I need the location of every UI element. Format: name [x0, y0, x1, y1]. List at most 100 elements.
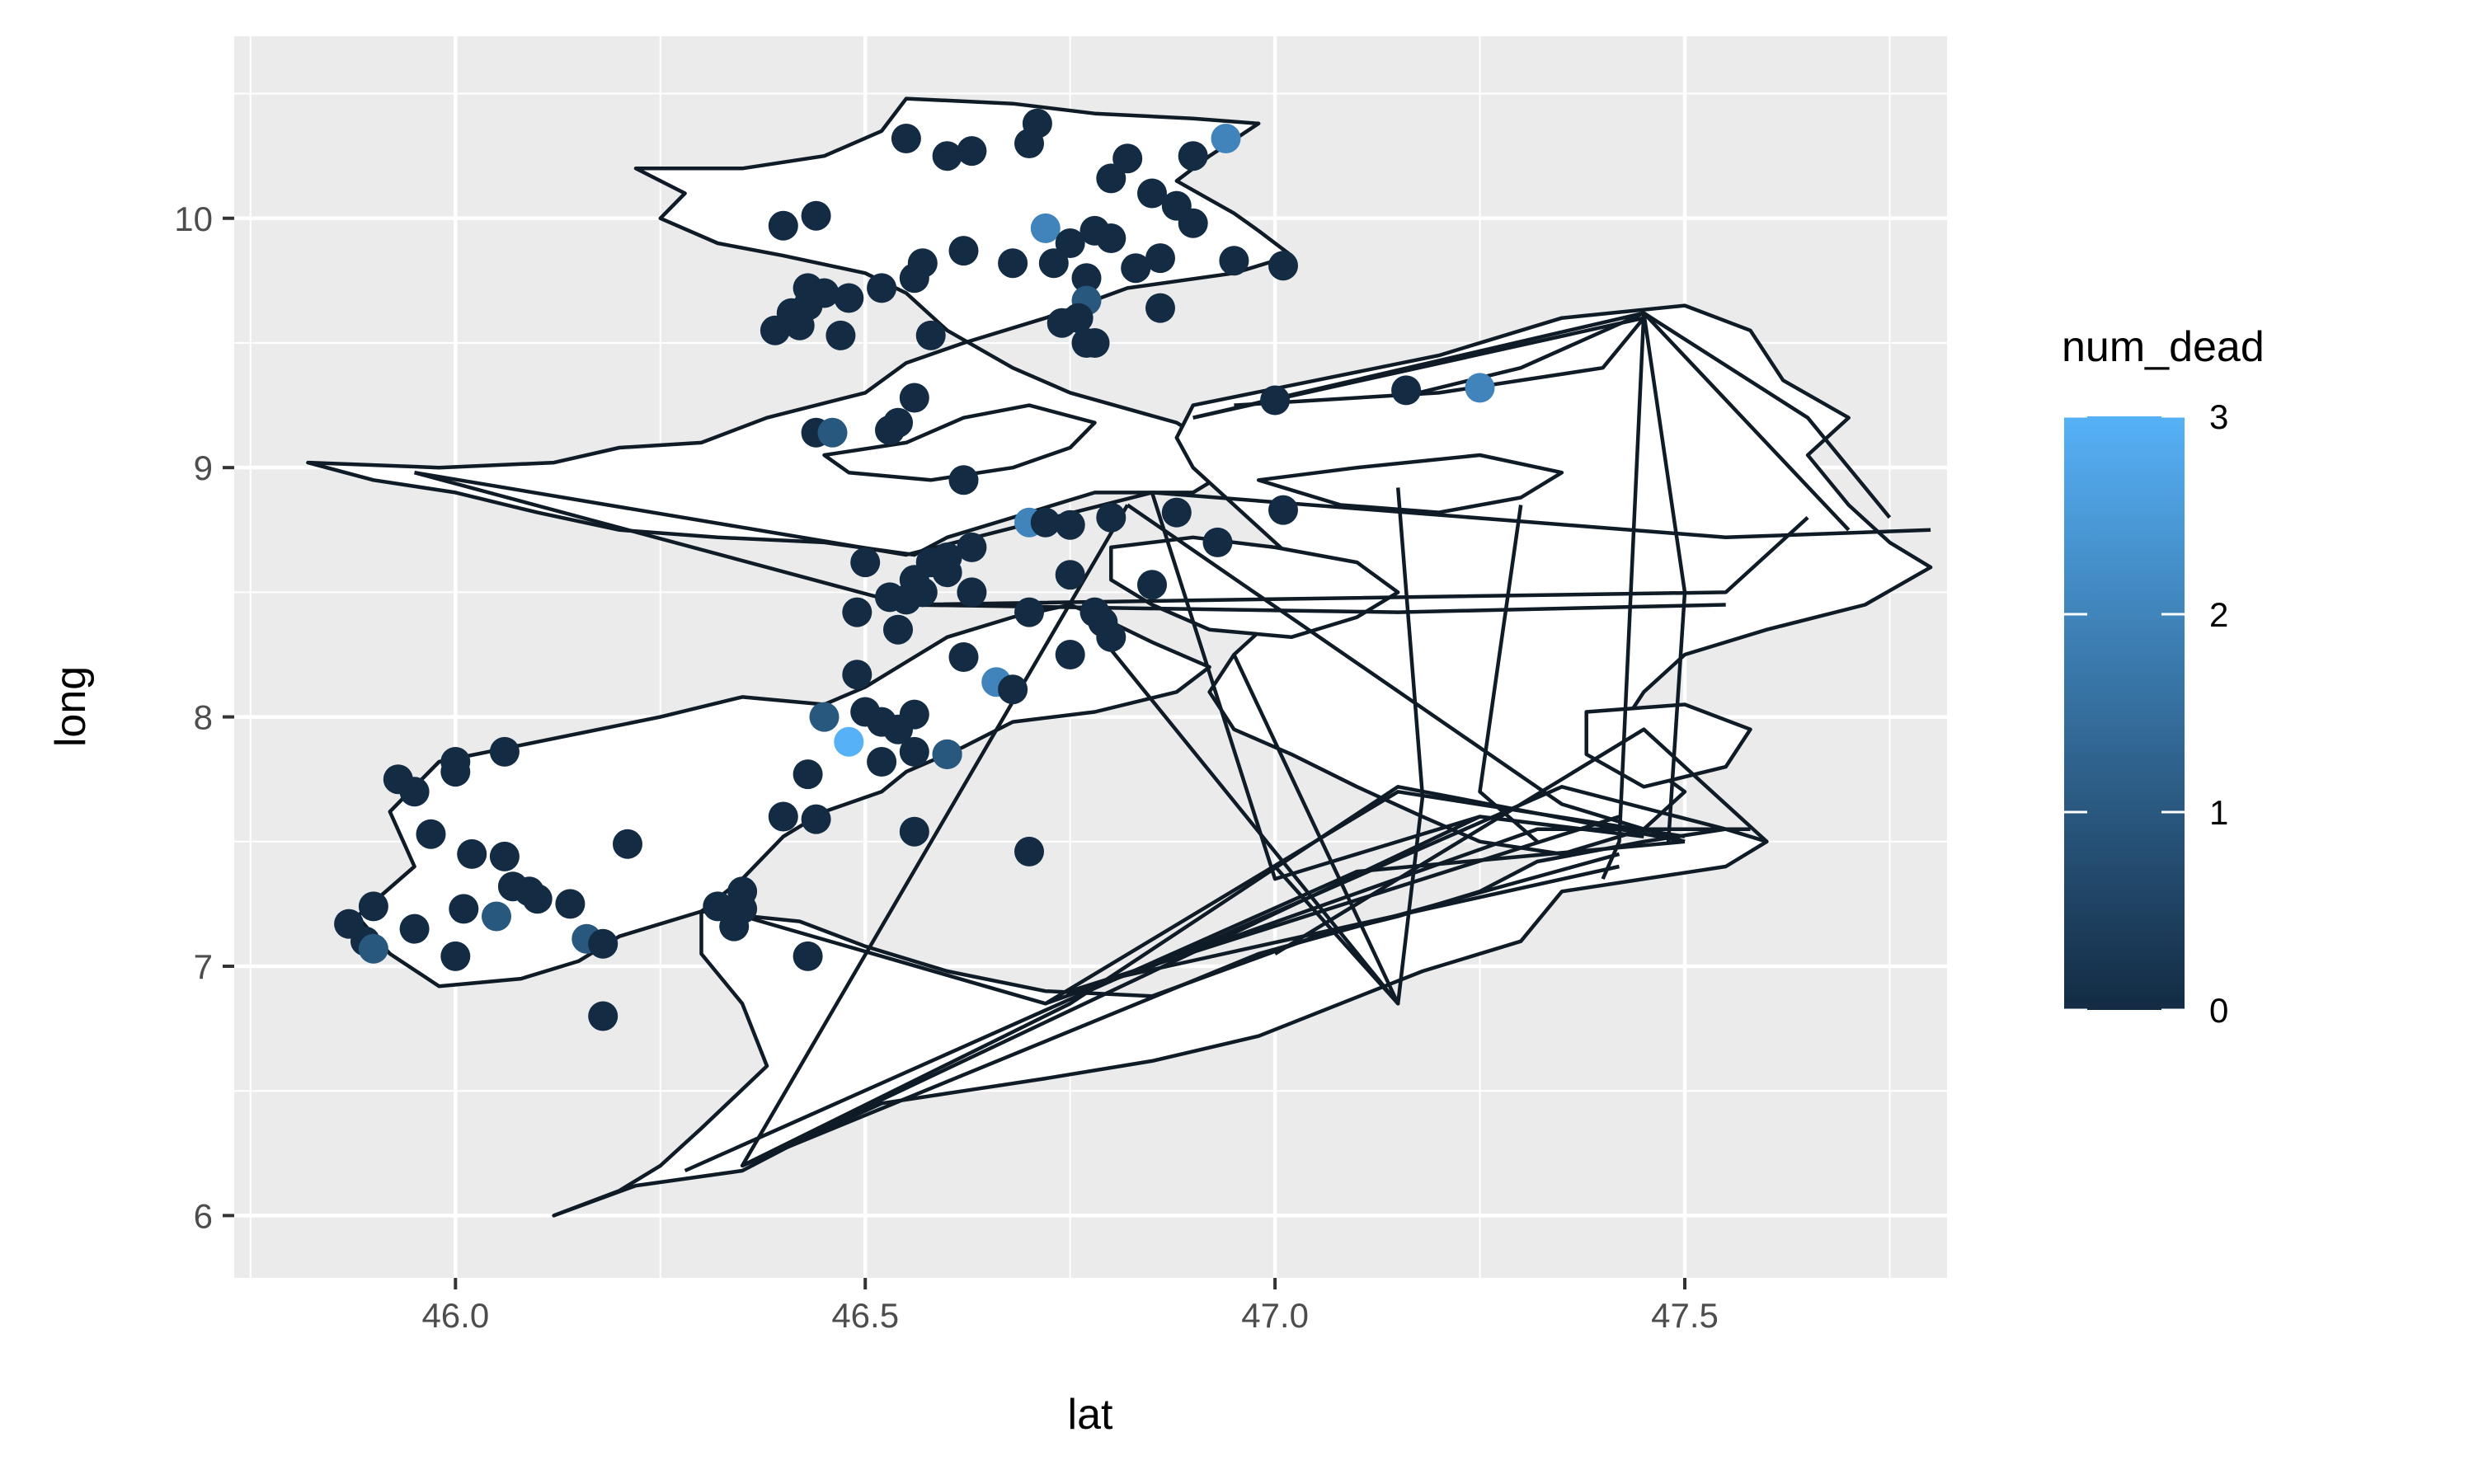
data-point	[489, 736, 520, 767]
data-point	[1071, 263, 1102, 294]
data-point	[1137, 570, 1167, 600]
y-tick-label: 8	[194, 698, 213, 737]
data-point	[867, 747, 897, 777]
connector-line	[1397, 311, 1645, 400]
x-tick-label: 46.0	[421, 1296, 489, 1335]
data-point	[842, 660, 872, 690]
data-point	[482, 901, 511, 932]
data-point	[957, 577, 987, 608]
data-point	[1030, 213, 1061, 243]
data-point	[907, 577, 938, 608]
data-point	[1211, 124, 1241, 153]
legend-tick-label: 3	[2209, 397, 2228, 436]
data-point	[915, 320, 946, 350]
map-region	[822, 403, 1097, 482]
connector-line	[905, 603, 1726, 614]
x-tick-label: 47.5	[1651, 1296, 1719, 1335]
data-point	[998, 248, 1028, 279]
data-point	[768, 801, 798, 832]
data-point	[760, 315, 790, 345]
data-point	[1161, 497, 1192, 528]
data-point	[703, 891, 733, 922]
data-point	[899, 736, 929, 767]
data-point	[1112, 143, 1143, 174]
data-point	[891, 124, 921, 153]
data-point	[1145, 243, 1175, 274]
data-point	[1178, 208, 1208, 238]
data-point	[899, 816, 929, 847]
data-point	[1014, 836, 1044, 866]
data-point	[1465, 373, 1495, 403]
data-point	[850, 547, 881, 578]
data-point	[358, 891, 388, 922]
data-point	[1055, 510, 1085, 540]
data-point	[1096, 163, 1126, 194]
data-point	[998, 674, 1028, 705]
data-point	[1268, 495, 1298, 525]
data-point	[825, 320, 856, 350]
data-point	[834, 726, 864, 757]
data-point	[834, 283, 864, 313]
data-point	[1202, 527, 1233, 557]
y-tick-label: 6	[194, 1196, 213, 1235]
data-point	[1096, 502, 1126, 533]
x-tick-label: 47.0	[1241, 1296, 1309, 1335]
data-point	[1219, 246, 1249, 276]
data-point	[793, 941, 823, 971]
data-point	[809, 702, 840, 732]
data-point	[1145, 293, 1175, 323]
connector-line	[1601, 312, 1646, 881]
data-point	[588, 928, 618, 959]
connector-line	[1232, 654, 1400, 1006]
data-point	[1260, 385, 1291, 416]
data-point	[883, 714, 913, 744]
data-point	[1096, 622, 1126, 652]
legend: num_dead 0 1 2 3	[2062, 323, 2265, 1030]
data-point	[907, 248, 938, 279]
map-region	[1584, 702, 1752, 789]
data-point	[1391, 375, 1422, 406]
data-point	[932, 141, 962, 171]
data-point	[449, 894, 479, 924]
data-points	[334, 108, 1495, 1031]
data-point	[957, 532, 987, 562]
data-point	[801, 804, 831, 834]
legend-tick-label: 0	[2209, 991, 2228, 1030]
data-point	[957, 136, 987, 167]
y-tick-label: 9	[194, 448, 213, 487]
data-point	[440, 757, 471, 787]
data-point	[768, 210, 798, 241]
connector-line	[1192, 316, 1646, 420]
data-point	[416, 819, 446, 849]
data-point	[1096, 223, 1126, 253]
x-tick-label: 46.5	[831, 1296, 899, 1335]
data-point	[358, 933, 388, 964]
data-point	[555, 889, 586, 919]
x-axis-title: lat	[1068, 1391, 1113, 1439]
data-point	[1047, 308, 1077, 338]
data-point	[399, 777, 430, 807]
data-point	[1121, 253, 1151, 284]
map-region	[1256, 453, 1564, 514]
data-point	[899, 383, 929, 413]
data-point	[719, 911, 750, 942]
data-point	[784, 310, 815, 340]
data-point	[948, 642, 979, 672]
connector-line	[1150, 491, 1481, 881]
data-point	[1055, 640, 1085, 669]
data-point	[932, 739, 962, 769]
data-point	[793, 759, 823, 790]
connector-lines	[414, 311, 1931, 1173]
legend-title: num_dead	[2062, 323, 2265, 371]
connector-line	[1643, 311, 1892, 519]
data-point	[1055, 560, 1085, 590]
data-point	[867, 273, 897, 303]
connector-line	[1110, 864, 1620, 981]
data-point	[948, 236, 979, 266]
legend-tick-label: 2	[2209, 595, 2228, 634]
connector-line	[414, 471, 1809, 607]
data-point	[817, 417, 848, 448]
x-axis: 46.0 46.5 47.0 47.5	[421, 1278, 1719, 1335]
connector-line	[741, 852, 1620, 1167]
